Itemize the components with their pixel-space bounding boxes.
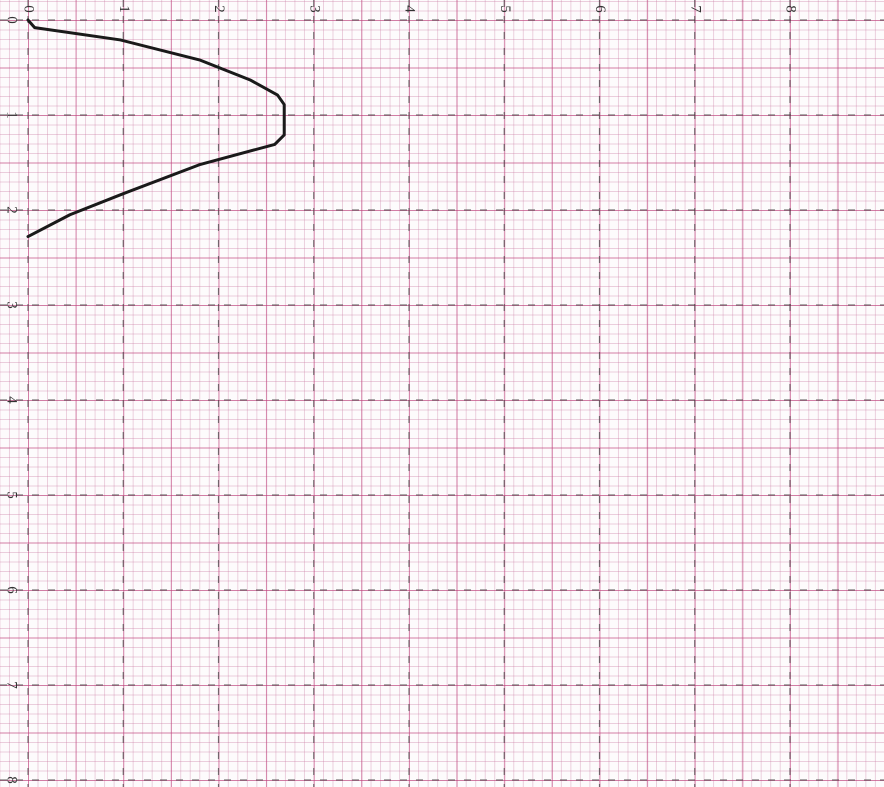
y-tick-label: 0: [4, 16, 20, 24]
x-tick-label: 8: [783, 5, 799, 13]
x-tick-label: 2: [211, 5, 227, 13]
x-tick-label: 4: [402, 5, 418, 13]
y-tick-label: 3: [4, 301, 20, 309]
x-tick-label: 0: [21, 5, 37, 13]
y-tick-label: 7: [4, 681, 20, 689]
y-tick-label: 2: [4, 206, 20, 214]
y-tick-label: 1: [4, 111, 20, 119]
y-tick-label: 4: [4, 396, 20, 404]
data-line: [26, 18, 286, 239]
x-tick-label: 6: [592, 5, 608, 13]
x-tick-label: 3: [306, 5, 322, 13]
x-tick-label: 5: [497, 5, 513, 13]
y-tick-label: 8: [4, 776, 20, 784]
x-tick-label: 7: [687, 5, 703, 13]
x-tick-label: 1: [116, 5, 132, 13]
y-tick-label: 5: [4, 491, 20, 499]
y-tick-label: 6: [4, 586, 20, 594]
